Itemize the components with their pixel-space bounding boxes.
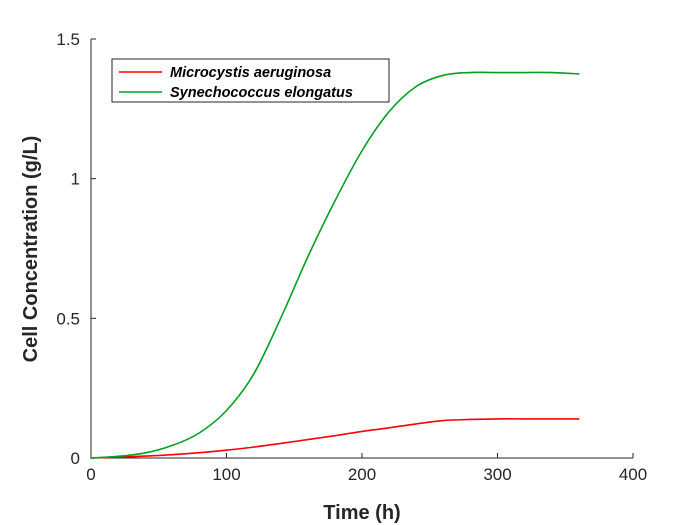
y-tick-label: 0 [71, 449, 80, 468]
x-axis-title: Time (h) [323, 502, 400, 524]
y-tick-label: 0.5 [56, 309, 80, 328]
x-tick-label: 0 [86, 465, 95, 484]
legend-label: Synechococcus elongatus [170, 85, 353, 101]
series-layer [90, 71, 580, 459]
series-line-1 [90, 418, 580, 459]
x-tick-label: 200 [348, 465, 376, 484]
x-tick-label: 300 [483, 465, 511, 484]
x-tick-label: 100 [212, 465, 240, 484]
series-line-2 [90, 71, 580, 459]
legend-label: Microcystis aeruginosa [170, 65, 331, 81]
legend: Microcystis aeruginosa Synechococcus elon… [111, 58, 390, 103]
legend-box [111, 58, 390, 103]
y-tick-label: 1 [71, 170, 80, 189]
x-tick-label: 400 [619, 465, 647, 484]
axes: 0 100 200 300 400 0 0.5 1 1.5 [56, 30, 647, 484]
y-axis-title: Cell Concentration (g/L) [20, 136, 42, 363]
y-tick-label: 1.5 [56, 30, 80, 49]
